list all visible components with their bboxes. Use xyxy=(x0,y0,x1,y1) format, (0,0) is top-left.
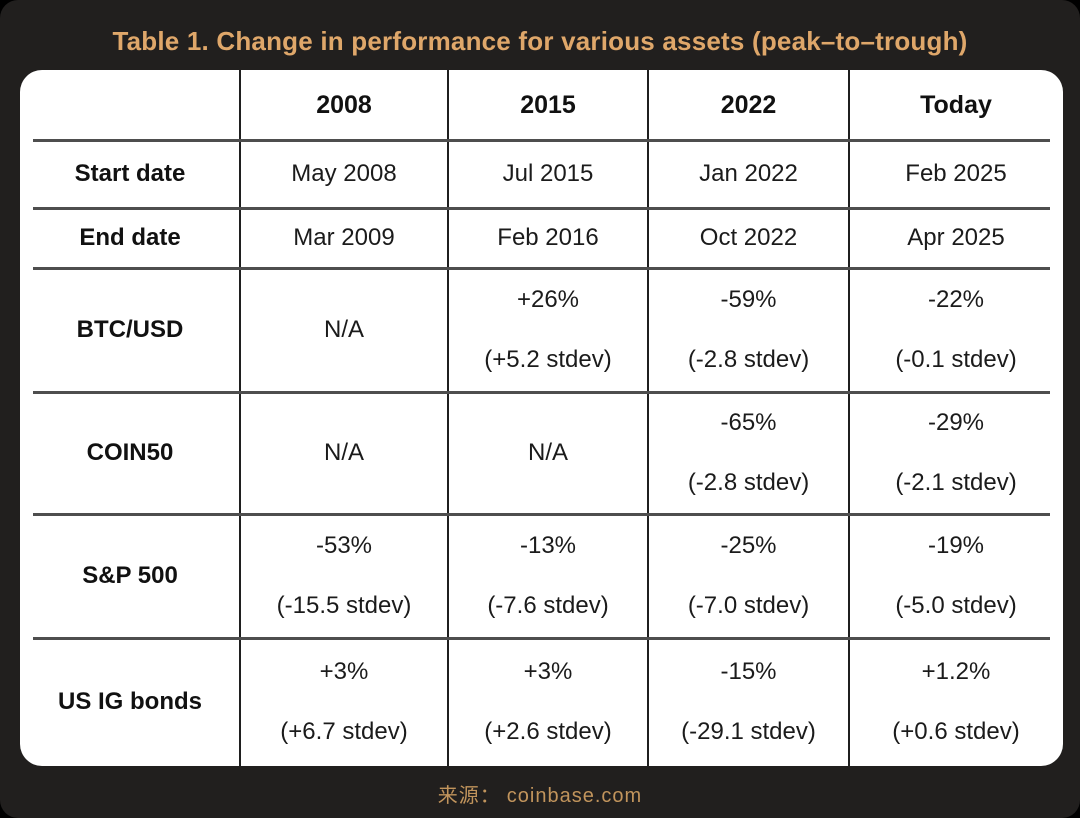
cell-stdev: (-29.1 stdev) xyxy=(681,718,816,745)
cell-value: Feb 2025 xyxy=(905,160,1007,187)
cell-value: +26% xyxy=(516,286,580,313)
cell-stdev: (-7.0 stdev) xyxy=(687,592,810,619)
table-divider xyxy=(33,391,1050,394)
table-cell: -59% (-2.8 stdev) xyxy=(648,268,849,392)
table-cell: -25% (-7.0 stdev) xyxy=(648,514,849,638)
cell-stdev: (-7.6 stdev) xyxy=(487,592,609,619)
table-cell: +1.2% (+0.6 stdev) xyxy=(849,638,1063,766)
table-cell: -53% (-15.5 stdev) xyxy=(240,514,448,638)
table-cell: -15% (-29.1 stdev) xyxy=(648,638,849,766)
cell-value: Jan 2022 xyxy=(699,160,798,187)
cell-value: -19% xyxy=(927,532,985,559)
table-divider xyxy=(33,637,1050,640)
table-cell: -19% (-5.0 stdev) xyxy=(849,514,1063,638)
column-header-blank xyxy=(20,70,240,140)
table-cell: Feb 2016 xyxy=(448,208,648,268)
cell-value: Mar 2009 xyxy=(293,224,395,251)
table-cell: -13% (-7.6 stdev) xyxy=(448,514,648,638)
table-title: Table 1. Change in performance for vario… xyxy=(112,26,968,56)
cell-value: -29% xyxy=(927,409,985,436)
table-cell: -29% (-2.1 stdev) xyxy=(849,392,1063,514)
row-label-coin50: COIN50 xyxy=(86,439,174,466)
cell-stdev: (-0.1 stdev) xyxy=(895,346,1017,373)
table-cell: N/A xyxy=(240,392,448,514)
cell-value: -53% xyxy=(315,532,373,559)
table-divider xyxy=(447,70,449,766)
cell-value: Apr 2025 xyxy=(907,224,1005,251)
cell-stdev: (+2.6 stdev) xyxy=(484,718,612,745)
cell-value: May 2008 xyxy=(291,160,397,187)
column-header-today: Today xyxy=(920,91,992,119)
cell-value: Jul 2015 xyxy=(502,160,594,187)
cell-stdev: (+0.6 stdev) xyxy=(892,718,1020,745)
cell-stdev: (-15.5 stdev) xyxy=(276,592,412,619)
row-label-sp500: S&P 500 xyxy=(82,562,178,589)
source-label: 来源： xyxy=(437,785,501,807)
table-grid: 2008 2015 2022 Today Start date May 2008… xyxy=(20,70,1063,766)
cell-value: -25% xyxy=(720,532,777,559)
cell-value: -22% xyxy=(927,286,985,313)
table-cell: Jan 2022 xyxy=(648,140,849,208)
cell-value: N/A xyxy=(527,439,568,466)
table-cell: N/A xyxy=(448,392,648,514)
row-label-us-ig-bonds: US IG bonds xyxy=(58,688,202,715)
cell-stdev: (+5.2 stdev) xyxy=(484,346,612,373)
column-header-2015: 2015 xyxy=(520,91,576,119)
cell-stdev: (+6.7 stdev) xyxy=(280,718,408,745)
table-divider xyxy=(33,207,1050,210)
table-cell: +3% (+6.7 stdev) xyxy=(240,638,448,766)
cell-stdev: (-5.0 stdev) xyxy=(895,592,1017,619)
table-divider xyxy=(33,267,1050,270)
table-divider xyxy=(33,139,1050,142)
cell-value: -13% xyxy=(519,532,577,559)
table-cell: +26% (+5.2 stdev) xyxy=(448,268,648,392)
cell-value: +3% xyxy=(523,658,573,685)
table-cell: Feb 2025 xyxy=(849,140,1063,208)
table-divider xyxy=(239,70,241,766)
table-cell: Jul 2015 xyxy=(448,140,648,208)
source-link[interactable]: coinbase.com xyxy=(506,785,643,807)
table-cell: -22% (-0.1 stdev) xyxy=(849,268,1063,392)
table-cell: N/A xyxy=(240,268,448,392)
row-label-btc-usd: BTC/USD xyxy=(76,316,184,343)
cell-stdev: (-2.8 stdev) xyxy=(687,469,810,496)
table-cell: -65% (-2.8 stdev) xyxy=(648,392,849,514)
cell-value: Feb 2016 xyxy=(497,224,599,251)
cell-value: -59% xyxy=(720,286,777,313)
table-cell: Mar 2009 xyxy=(240,208,448,268)
data-table: 2008 2015 2022 Today Start date May 2008… xyxy=(20,70,1063,766)
cell-stdev: (-2.1 stdev) xyxy=(895,469,1017,496)
cell-value: N/A xyxy=(323,439,364,466)
cell-value: -65% xyxy=(720,409,777,436)
table-divider xyxy=(33,513,1050,516)
table-cell: +3% (+2.6 stdev) xyxy=(448,638,648,766)
table-divider xyxy=(647,70,649,766)
cell-value: N/A xyxy=(323,316,364,343)
column-header-2008: 2008 xyxy=(316,91,372,119)
cell-value: -15% xyxy=(720,658,777,685)
table-cell: Oct 2022 xyxy=(648,208,849,268)
column-header-2022: 2022 xyxy=(720,91,777,119)
table-cell: Apr 2025 xyxy=(849,208,1063,268)
row-label-start-date: Start date xyxy=(74,160,186,187)
cell-value: +1.2% xyxy=(921,658,991,685)
table-cell: May 2008 xyxy=(240,140,448,208)
table-divider xyxy=(848,70,850,766)
source-line: 来源： coinbase.com xyxy=(0,779,1080,808)
cell-value: +3% xyxy=(319,658,369,685)
row-label-end-date: End date xyxy=(79,224,181,251)
cell-stdev: (-2.8 stdev) xyxy=(687,346,810,373)
cell-value: Oct 2022 xyxy=(699,224,798,251)
